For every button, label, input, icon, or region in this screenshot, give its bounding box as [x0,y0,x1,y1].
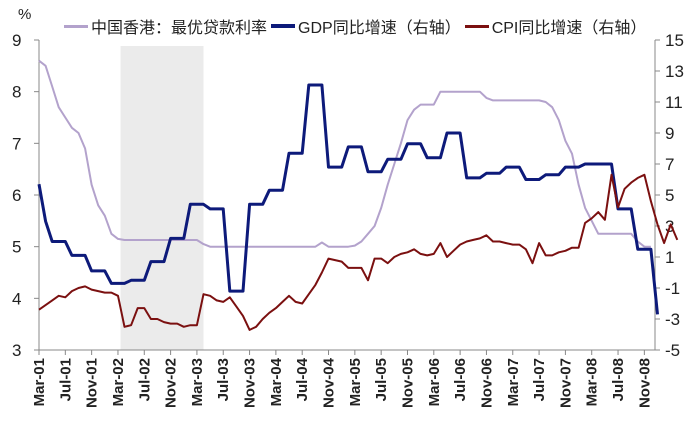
x-axis-tick-label: Jul-02 [136,358,153,401]
x-axis-tick-label: Nov-02 [163,358,180,408]
series-line-2 [38,173,679,331]
series-line-1 [37,83,659,315]
x-axis-tick-label: Mar-08 [584,358,601,406]
x-axis-tick-label: Nov-05 [399,358,416,408]
left-axis-tick-label: 9 [12,31,21,50]
left-axis-tick-label: 8 [12,83,21,102]
left-axis-tick-label: 4 [12,289,21,308]
chart-series [37,59,679,331]
x-axis-tick-label: Jul-05 [373,358,390,401]
x-axis-tick-label: Mar-06 [426,358,443,406]
legend-swatch-cpi [464,24,489,28]
legend-label-gdp: GDP同比增速（右轴） [298,20,461,37]
legend-item-cpi: CPI同比增速（右轴） [464,14,647,38]
left-axis-unit-label: % [18,6,32,23]
right-axis-tick-label: -3 [665,310,680,329]
legend-label-cpi: CPI同比增速（右轴） [491,20,647,37]
x-axis-tick-label: Nov-01 [84,358,101,408]
x-axis-tick-label: Jul-08 [610,358,627,401]
x-axis-tick-label: Mar-03 [189,358,206,406]
right-axis-tick-label: -5 [665,341,680,360]
legend-swatch-gdp [271,24,296,28]
x-axis-tick-label: Jul-06 [452,358,469,401]
right-axis-tick-label: 9 [665,124,674,143]
right-axis-tick-label: 15 [665,31,684,50]
shaded-band [120,46,204,350]
right-axis-tick-label: 13 [665,62,684,81]
legend-item-prime-rate: 中国香港：最优贷款利率 [64,14,267,38]
x-axis-tick-label: Nov-08 [636,358,653,408]
x-axis-tick-label: Jul-01 [57,358,74,401]
legend-swatch-prime-rate [64,24,88,28]
right-axis-tick-label: -1 [665,279,680,298]
x-axis-tick-label: Mar-01 [31,358,48,406]
left-axis-tick-label: 6 [12,186,21,205]
x-axis-tick-label: Nov-03 [242,358,259,408]
x-axis-tick-label: Mar-04 [268,357,285,406]
x-axis-tick-label: Mar-07 [505,358,522,406]
x-axis-tick-label: Nov-04 [321,357,338,408]
legend-item-gdp: GDP同比增速（右轴） [271,14,461,38]
x-axis-tick-label: Nov-07 [557,358,574,408]
x-axis-tick-label: Jul-03 [215,358,232,401]
right-axis-tick-label: 1 [665,248,674,267]
x-axis-tick-label: Nov-06 [478,358,495,408]
right-axis-tick-label: 11 [665,93,683,112]
right-axis-tick-label: 5 [665,186,674,205]
series-line-0 [38,59,651,248]
right-axis-tick-label: 7 [665,155,674,174]
x-axis-tick-label: Jul-04 [294,357,311,401]
x-axis-tick-label: Jul-07 [531,358,548,401]
x-axis-tick-label: Mar-02 [110,358,127,406]
legend-label-prime-rate: 中国香港：最优贷款利率 [91,20,268,37]
x-axis-tick-label: Mar-05 [347,358,364,406]
left-axis-tick-label: 5 [12,238,21,257]
left-axis-tick-label: 7 [12,134,21,153]
left-axis-tick-label: 3 [12,341,21,360]
shaded-region [120,46,204,350]
chart-legend: 中国香港：最优贷款利率 GDP同比增速（右轴） CPI同比增速（右轴） [64,14,650,38]
